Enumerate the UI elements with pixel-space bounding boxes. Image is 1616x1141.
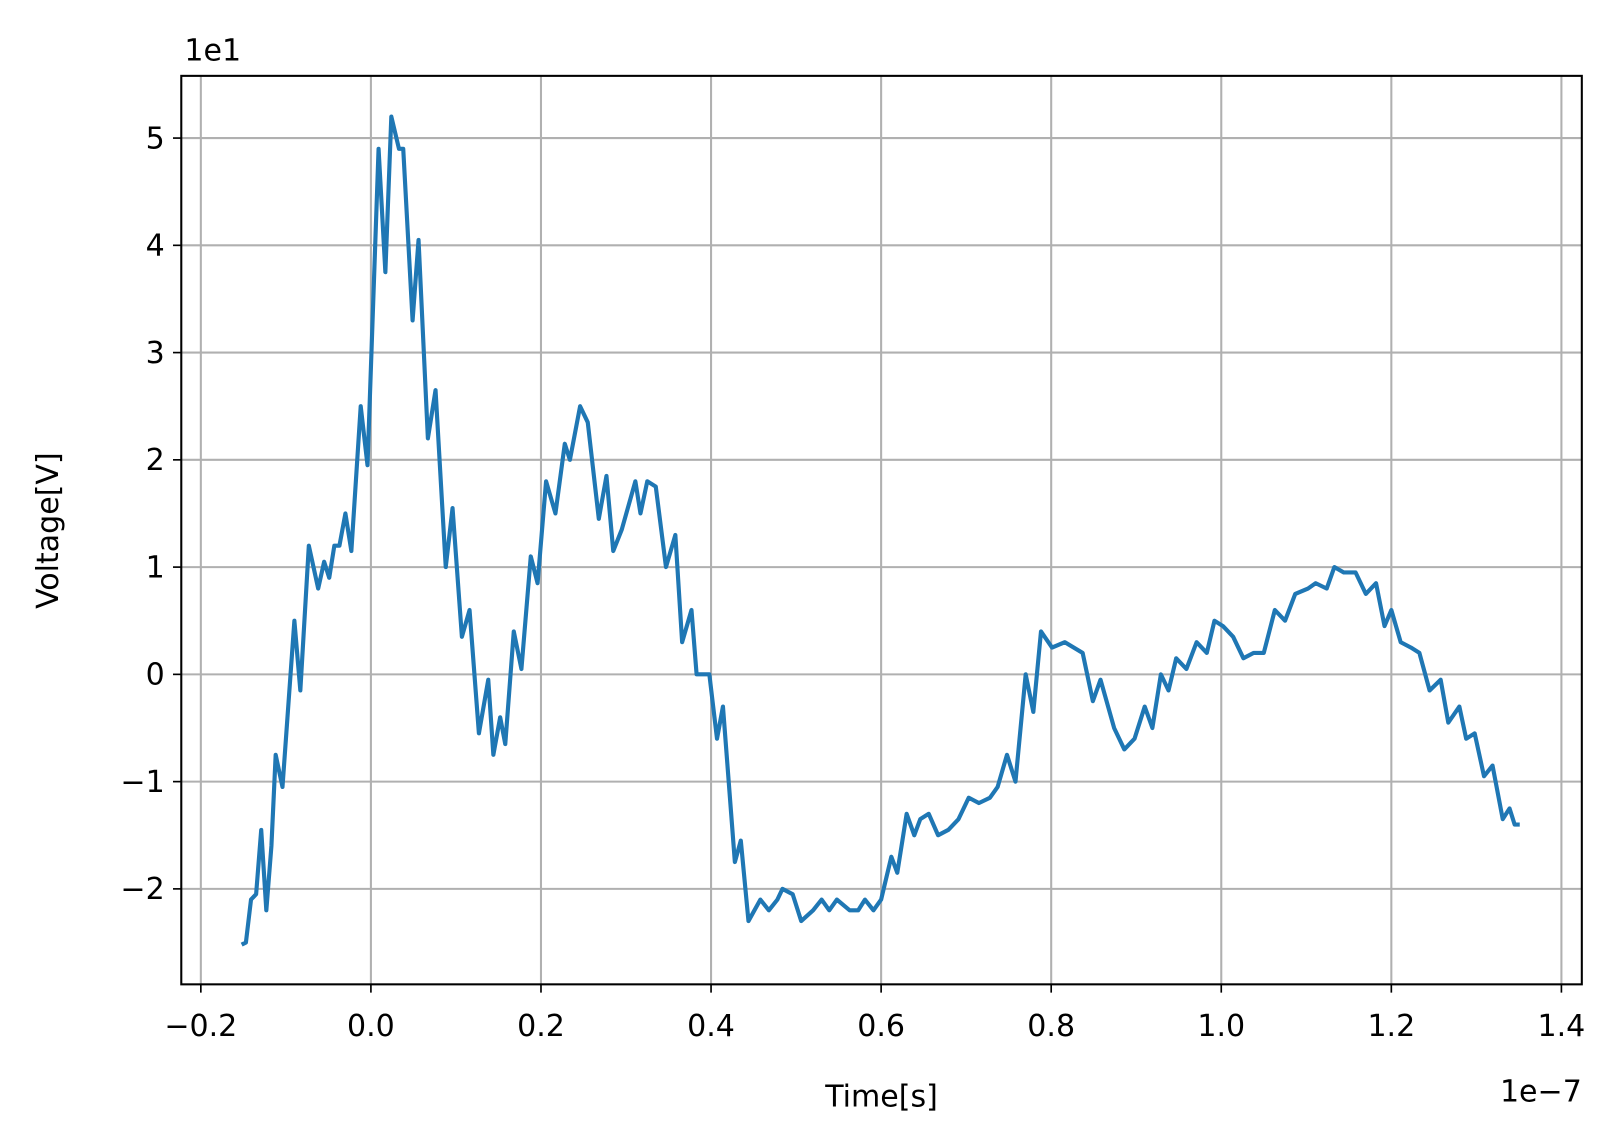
x-tick-label: 1.4 (1538, 1009, 1586, 1044)
x-tick-label: 0.8 (1027, 1009, 1075, 1044)
y-tick-label: 2 (146, 443, 165, 478)
y-axis-label: Voltage[V] (31, 452, 66, 609)
y-tick-label: 0 (146, 658, 165, 693)
y-tick-label: 3 (146, 336, 165, 371)
x-offset-label: 1e−7 (1500, 1074, 1582, 1109)
x-tick-label: −0.2 (164, 1009, 237, 1044)
x-tick-label: 1.0 (1197, 1009, 1245, 1044)
y-tick-label: 4 (146, 229, 165, 264)
data-line (240, 114, 1520, 947)
x-tick-label: 0.0 (347, 1009, 395, 1044)
y-offset-label: 1e1 (184, 33, 241, 68)
y-tick-label: −1 (120, 765, 164, 800)
y-tick-label: −2 (120, 872, 164, 907)
x-axis-label: Time[s] (824, 1080, 938, 1115)
x-tick-label: 0.4 (687, 1009, 735, 1044)
plot-frame (180, 74, 1583, 986)
x-tick-label: 0.2 (517, 1009, 565, 1044)
x-tick-label: 0.6 (857, 1009, 905, 1044)
x-tick-label: 1.2 (1367, 1009, 1415, 1044)
y-tick-label: 5 (146, 121, 165, 156)
y-tick-label: 1 (146, 550, 165, 585)
